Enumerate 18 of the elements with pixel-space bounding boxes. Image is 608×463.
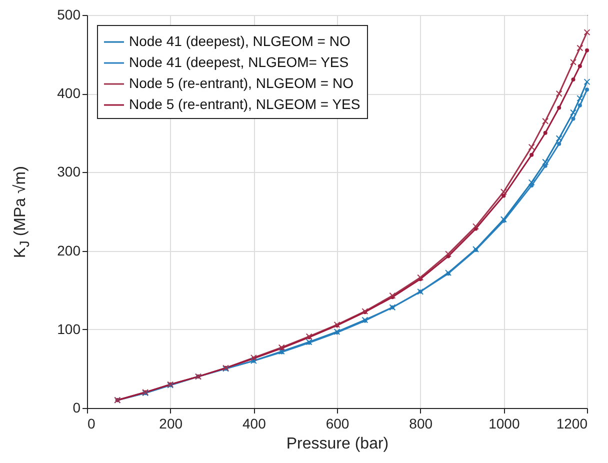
legend-label: Node 41 (deepest), NLGEOM = NO xyxy=(129,33,350,49)
x-tick-label: 0 xyxy=(88,416,96,432)
y-tick-label: 500 xyxy=(57,6,81,22)
x-tick-label: 400 xyxy=(242,416,266,432)
y-tick-label: 200 xyxy=(57,242,81,258)
legend-label: Node 5 (re-entrant), NLGEOM = YES xyxy=(129,96,360,112)
x-tick-label: 600 xyxy=(326,416,350,432)
y-tick-label: 300 xyxy=(57,164,81,180)
legend-label: Node 41 (deepest, NLGEOM= YES xyxy=(129,54,349,70)
x-axis-title: Pressure (bar) xyxy=(286,436,389,452)
y-tick-label: 400 xyxy=(57,85,81,102)
x-tick-label: 1000 xyxy=(488,416,520,432)
legend-label: Node 5 (re-entrant), NLGEOM = NO xyxy=(129,75,354,91)
x-tick-label: 200 xyxy=(159,416,183,432)
x-tick-label: 800 xyxy=(409,416,433,432)
x-tick-label: 1200 xyxy=(556,416,588,432)
y-tick-label: 0 xyxy=(72,400,81,416)
y-tick-label: 100 xyxy=(57,320,81,337)
